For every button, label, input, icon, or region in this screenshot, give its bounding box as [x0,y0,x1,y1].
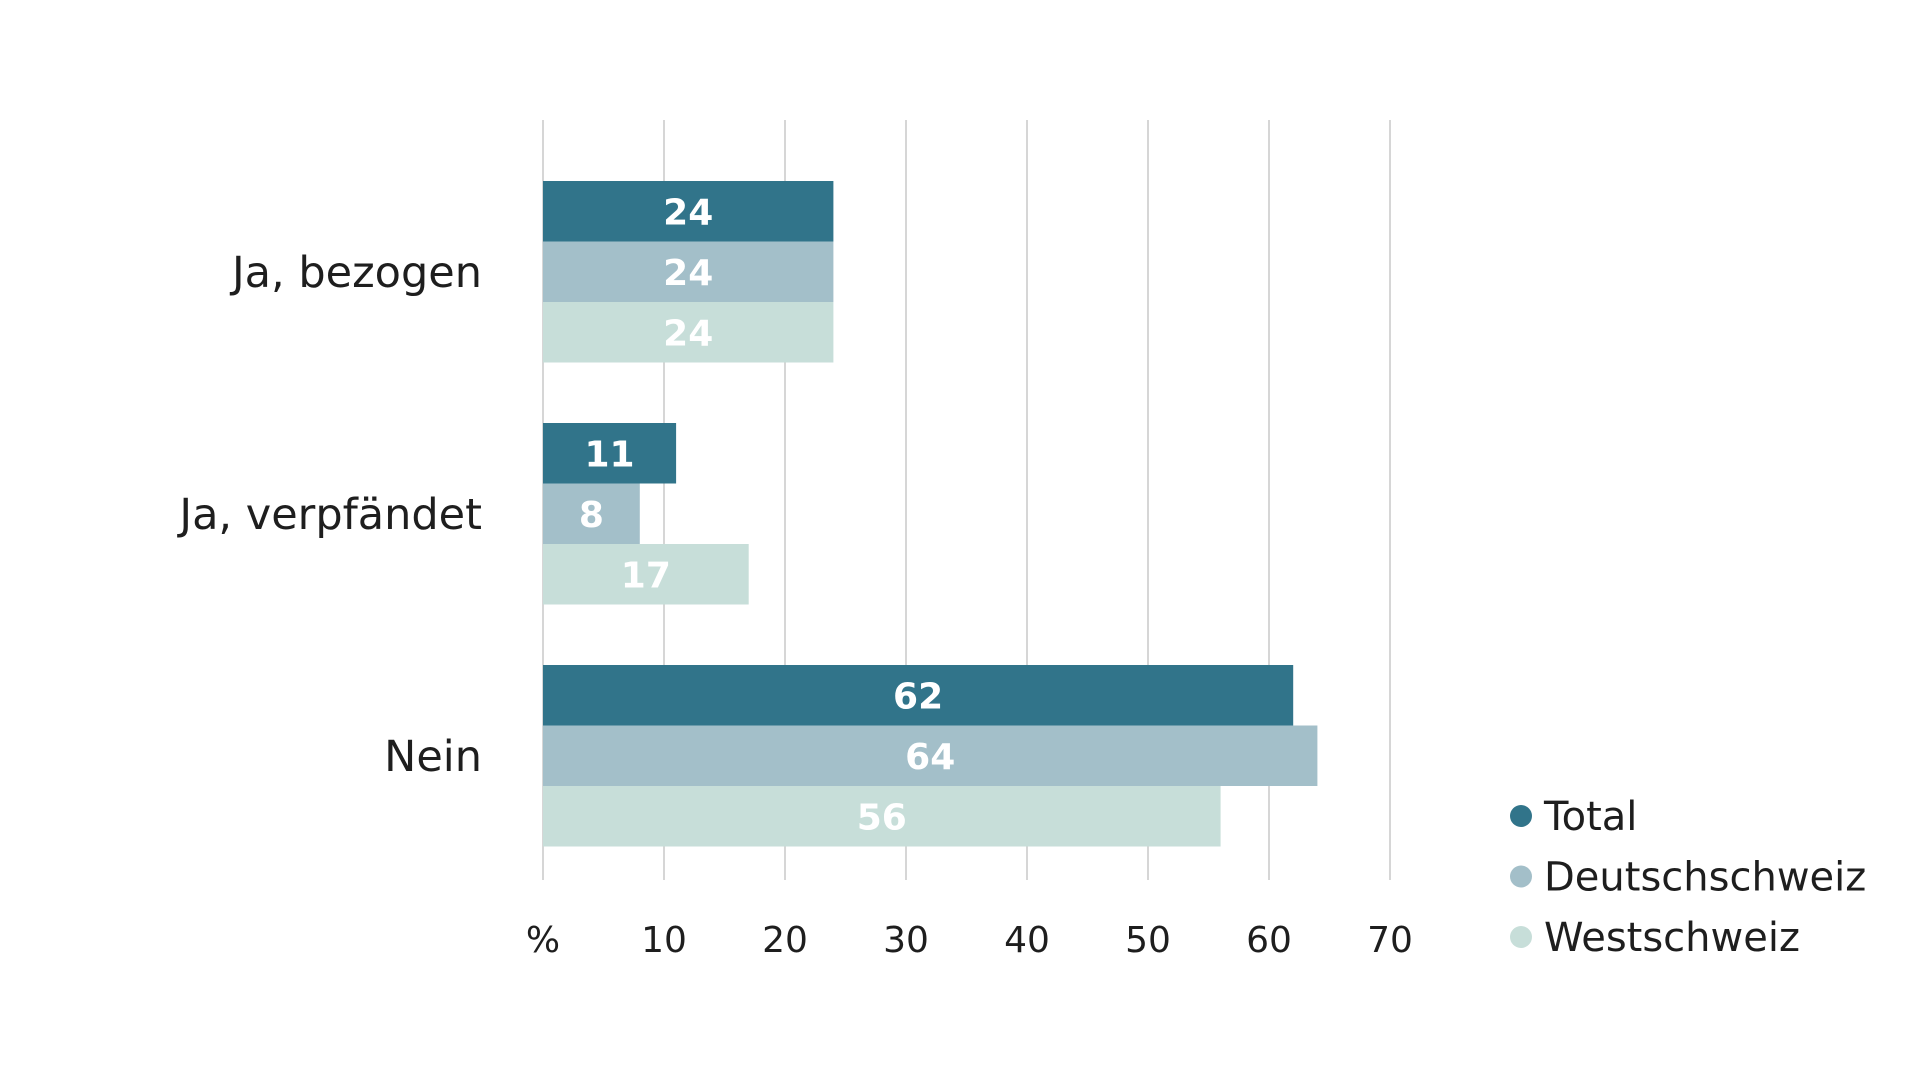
bar [543,241,834,302]
legend-marker [1510,865,1532,888]
category-labels: Ja, bezogen Ja, verpfändet Nein [176,248,482,782]
bar [543,483,640,544]
category-label: Ja, verpfändet [176,490,482,540]
bar [543,544,749,605]
data-label: 24 [663,313,713,354]
bar [543,725,1318,786]
x-tick-label: 50 [1125,920,1171,961]
data-label: 24 [663,253,713,294]
legend: Total Deutschschweiz Westschweiz [1510,794,1866,961]
legend-label: Deutschschweiz [1544,855,1866,901]
legend-marker [1510,805,1532,827]
bar [543,302,834,363]
bar [543,786,1221,847]
x-tick-label: 40 [1004,920,1050,961]
legend-item: Westschweiz [1510,915,1800,961]
x-tick-label: 30 [883,920,929,961]
bar-group: 24 24 24 [543,181,834,363]
x-axis-ticks: % 10 20 30 40 50 60 70 [526,920,1413,961]
data-label: 8 [579,495,604,536]
bar [543,423,677,484]
bar-group: 62 64 56 [543,665,1318,847]
x-tick-label: % [526,920,560,961]
data-label: 64 [905,737,955,778]
bar [543,181,834,242]
bar [543,665,1294,726]
data-label: 24 [663,192,713,233]
legend-label: Total [1543,794,1637,840]
data-label: 62 [893,676,943,717]
data-label: 56 [857,797,907,838]
legend-marker [1510,926,1532,948]
legend-label: Westschweiz [1544,915,1800,961]
x-tick-label: 20 [762,920,808,961]
category-label: Nein [384,732,482,782]
legend-item: Total [1510,794,1637,840]
x-tick-label: 60 [1246,920,1292,961]
x-tick-label: 70 [1367,920,1413,961]
x-tick-label: 10 [641,920,687,961]
data-label: 17 [621,555,671,596]
category-label: Ja, bezogen [229,248,482,298]
bar-groups: 24 24 24 11 8 17 62 64 56 [543,181,1318,847]
legend-item: Deutschschweiz [1510,855,1866,901]
data-label: 11 [584,434,634,475]
bar-group: 11 8 17 [543,423,749,605]
